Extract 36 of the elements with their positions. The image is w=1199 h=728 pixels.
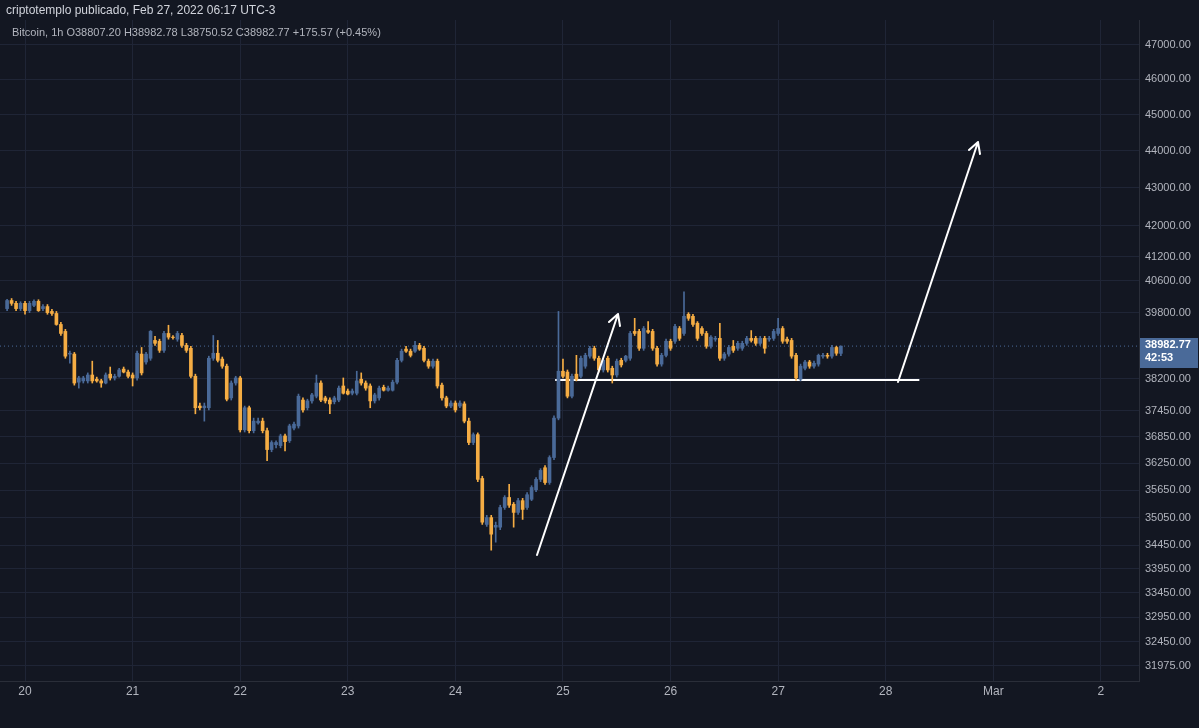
y-tick-label: 44000.00 bbox=[1145, 143, 1191, 156]
y-tick-label: 35050.00 bbox=[1145, 510, 1191, 523]
ref-line-label: 38982.77 bbox=[1145, 338, 1191, 351]
x-tick-label: 21 bbox=[125, 684, 140, 699]
y-tick-label: 32950.00 bbox=[1145, 610, 1191, 623]
text: Bitcoin, 1h O38807.20 H38982.78 L38750.52 C38982.77 +175.57 (+0.45%) bbox=[12, 26, 381, 38]
y-tick-label: 45000.00 bbox=[1145, 107, 1191, 120]
y-tick-label: 43000.00 bbox=[1145, 180, 1191, 193]
y-tick-label: 37450.00 bbox=[1145, 403, 1191, 416]
x-tick-label: 25 bbox=[556, 684, 570, 699]
y-tick-label: 31975.00 bbox=[1145, 658, 1191, 671]
y-tick-label: 32450.00 bbox=[1145, 634, 1191, 647]
x-tick-label: Mar bbox=[982, 684, 1004, 699]
y-tick-label: 39800.00 bbox=[1145, 305, 1191, 318]
x-tick-label: 27 bbox=[771, 684, 786, 699]
y-tick-label: 36250.00 bbox=[1145, 456, 1191, 469]
x-tick-label: 23 bbox=[341, 684, 355, 699]
x-tick-label: 28 bbox=[879, 684, 893, 699]
y-tick-label: 36850.00 bbox=[1145, 429, 1191, 442]
y-tick-label: 35650.00 bbox=[1145, 483, 1191, 496]
chart-title: criptotemplo publicado, Feb 27, 2022 06:17 UTC-3 bbox=[6, 3, 276, 17]
y-tick-label: 47000.00 bbox=[1145, 37, 1191, 50]
x-tick-label: 2 bbox=[1097, 684, 1105, 699]
y-tick-label: 46000.00 bbox=[1145, 72, 1191, 85]
y-tick-label: 40600.00 bbox=[1145, 273, 1191, 286]
y-tick-label: 34450.00 bbox=[1145, 538, 1191, 551]
x-tick-label: 22 bbox=[233, 684, 248, 699]
y-tick-label: 38200.00 bbox=[1145, 371, 1191, 384]
x-tick-label: 20 bbox=[18, 684, 33, 699]
x-tick-label: 24 bbox=[448, 684, 463, 699]
y-tick-label: 41200.00 bbox=[1145, 249, 1191, 262]
text: 42:53 bbox=[1145, 351, 1174, 364]
y-tick-label: 33450.00 bbox=[1145, 585, 1191, 598]
y-tick-label: 42000.00 bbox=[1145, 218, 1191, 231]
x-tick-label: 26 bbox=[663, 684, 678, 699]
y-tick-label: 33950.00 bbox=[1145, 562, 1191, 575]
